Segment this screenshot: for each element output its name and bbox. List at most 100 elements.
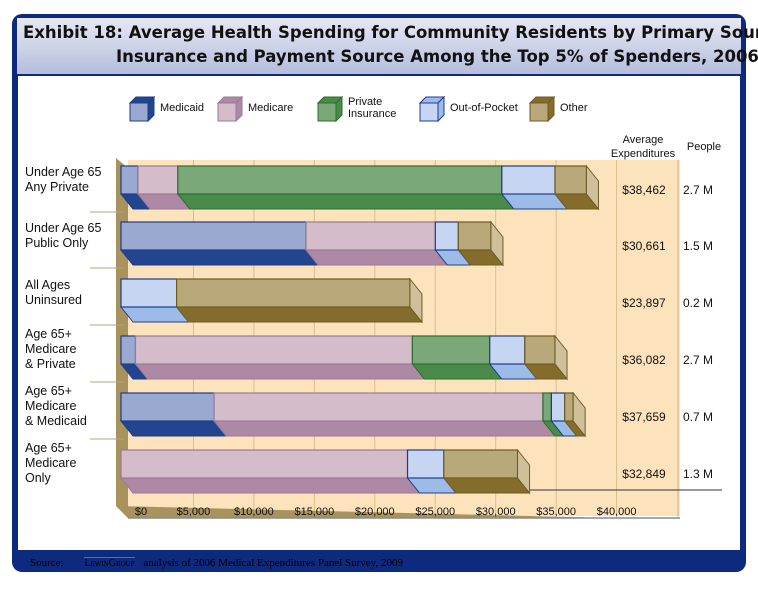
bar-segment	[443, 449, 519, 479]
lewin-group-logo: LewinGroup	[84, 557, 135, 569]
bar-segment	[120, 449, 409, 479]
bar-segment-bottom	[134, 363, 426, 380]
legend-label: Out-of-Pocket	[450, 102, 518, 114]
legend-swatch	[217, 102, 237, 122]
bar-end-cap	[585, 164, 599, 211]
category-label: Medicare	[25, 456, 76, 470]
bar-segment	[411, 335, 491, 365]
category-label: Only	[25, 471, 51, 485]
bar-segment	[177, 165, 503, 195]
source-label: Source:	[30, 557, 64, 569]
bar-segment	[120, 335, 137, 365]
bar-segment	[120, 392, 215, 422]
bar-segment	[564, 392, 574, 422]
x-tick-label: $30,000	[476, 506, 516, 518]
category-label: Age 65+	[25, 384, 72, 398]
legend-label: Medicare	[248, 102, 293, 114]
bar-segment	[305, 221, 436, 251]
bar-segment	[524, 335, 556, 365]
bar-segment-bottom	[119, 420, 228, 437]
category-label: Medicare	[25, 342, 76, 356]
category-label: Any Private	[25, 180, 89, 194]
title-line-1: Exhibit 18: Average Health Spending for …	[23, 23, 758, 42]
bar-segment	[554, 165, 588, 195]
bar-segment-bottom	[119, 249, 320, 266]
bar-segment	[120, 165, 139, 195]
people-value: 2.7 M	[683, 353, 713, 367]
bar-segment	[550, 392, 566, 422]
legend-swatch	[317, 102, 337, 122]
title-line-2: Insurance and Payment Source Among the T…	[116, 47, 758, 66]
category-label: All Ages	[25, 278, 70, 292]
bar-segment	[489, 335, 526, 365]
bar-segment	[134, 335, 413, 365]
bar-segment-bottom	[176, 193, 515, 210]
bar-end-cap	[517, 448, 531, 495]
source-text: analysis of 2006 Medical Expenditures Pa…	[143, 557, 403, 569]
column-header-people: People	[687, 141, 721, 153]
category-label: Medicare	[25, 399, 76, 413]
bar-segment	[406, 449, 445, 479]
bar-segment-bottom	[175, 306, 423, 323]
legend-label: Other	[560, 102, 588, 114]
legend-swatch	[529, 102, 549, 122]
category-label: & Private	[25, 357, 76, 371]
people-value: 0.2 M	[683, 296, 713, 310]
bar-segment-bottom	[304, 249, 449, 266]
source-note: Source: LewinGroup analysis of 2006 Medi…	[30, 557, 403, 569]
legend-swatch	[129, 102, 149, 122]
bar-end-cap	[572, 391, 586, 438]
bar-end-cap	[490, 220, 504, 267]
people-value: 1.5 M	[683, 239, 713, 253]
bar-segment-bottom	[119, 477, 421, 494]
x-tick-label: $10,000	[234, 506, 274, 518]
x-tick-label: $25,000	[415, 506, 455, 518]
bar-end-cap	[554, 334, 568, 381]
bar-segment	[176, 278, 411, 308]
bar-segment	[434, 221, 459, 251]
column-header-average: Average	[623, 134, 664, 146]
people-value: 0.7 M	[683, 410, 713, 424]
bar-segment	[120, 278, 178, 308]
average-expenditure-value: $23,897	[622, 296, 666, 310]
legend-swatch	[419, 102, 439, 122]
legend-label: Private	[348, 96, 382, 108]
category-label: Age 65+	[25, 441, 72, 455]
bar-segment	[137, 165, 179, 195]
average-expenditure-value: $36,082	[622, 353, 666, 367]
category-label: Age 65+	[25, 327, 72, 341]
bar-segment	[457, 221, 492, 251]
legend-label: Medicaid	[160, 102, 204, 114]
bar-segment	[213, 392, 544, 422]
category-label: Uninsured	[25, 293, 82, 307]
x-tick-label: $15,000	[294, 506, 334, 518]
x-tick-label: $5,000	[177, 506, 211, 518]
average-expenditure-value: $30,661	[622, 239, 666, 253]
bar-segment	[542, 392, 552, 422]
x-tick-label: $0	[135, 506, 147, 518]
bar-segment	[120, 221, 307, 251]
legend-label: Insurance	[348, 108, 396, 120]
floor-edge	[116, 506, 612, 518]
category-label: & Medicaid	[25, 414, 87, 428]
bar-segment-bottom	[411, 363, 503, 380]
x-tick-label: $40,000	[597, 506, 637, 518]
people-value: 2.7 M	[683, 183, 713, 197]
average-expenditure-value: $37,659	[622, 410, 666, 424]
people-value: 1.3 M	[683, 467, 713, 481]
bar-segment	[501, 165, 556, 195]
x-tick-label: $35,000	[536, 506, 576, 518]
category-label: Under Age 65	[25, 165, 101, 179]
category-label: Public Only	[25, 236, 89, 250]
title-bar: Exhibit 18: Average Health Spending for …	[17, 18, 758, 74]
average-expenditure-value: $32,849	[622, 467, 666, 481]
category-label: Under Age 65	[25, 221, 101, 235]
bar-segment-bottom	[213, 420, 556, 437]
bar-segment-bottom	[442, 477, 531, 494]
bar-end-cap	[409, 277, 423, 324]
average-expenditure-value: $38,462	[622, 183, 666, 197]
x-tick-label: $20,000	[355, 506, 395, 518]
column-header-expenditures: Expenditures	[611, 148, 676, 160]
